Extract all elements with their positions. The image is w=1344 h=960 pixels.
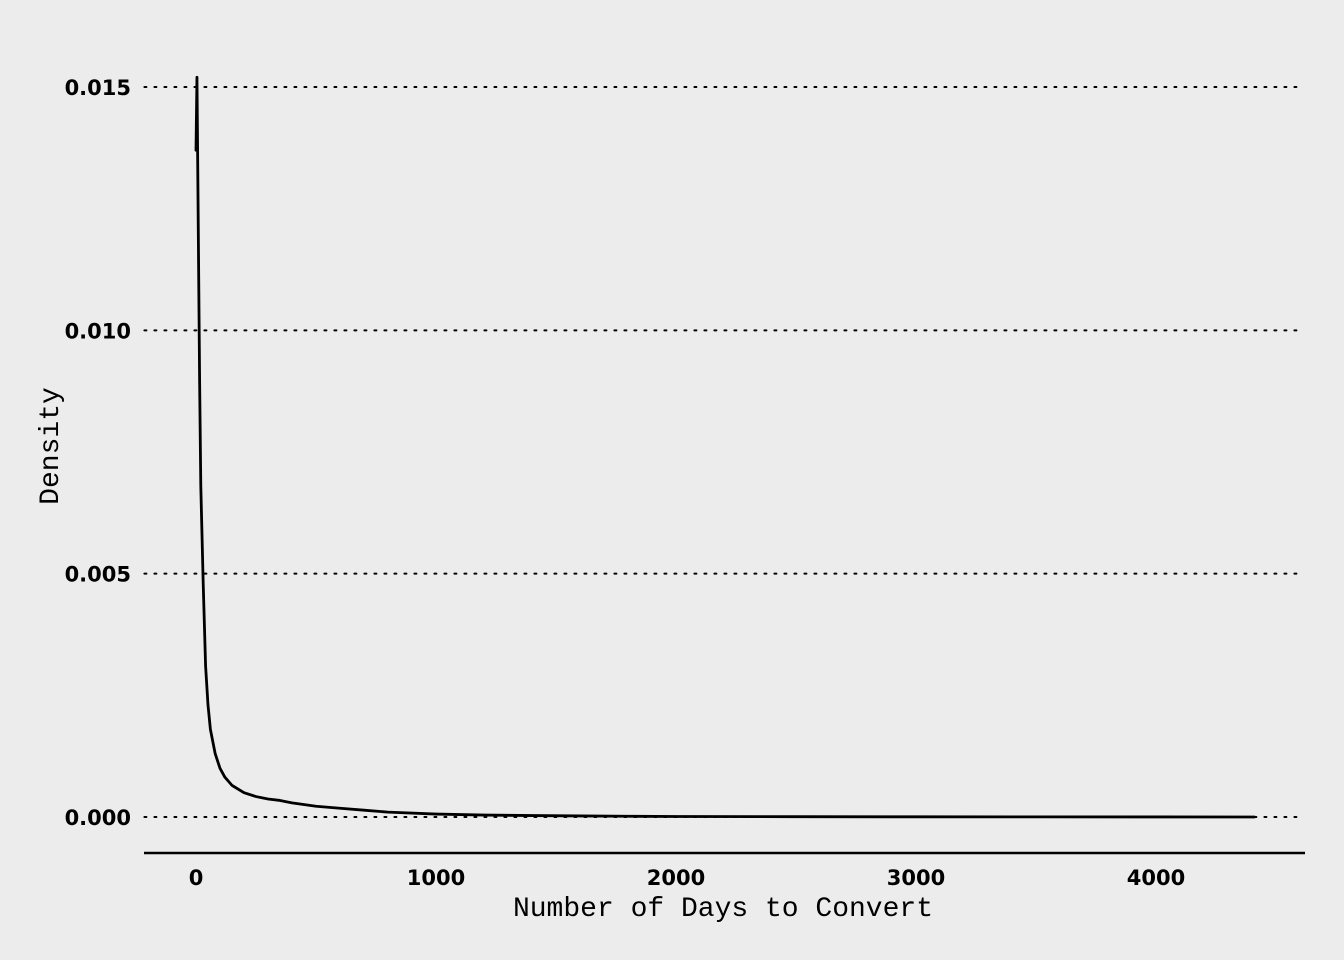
y-tick-label: 0.015: [65, 76, 131, 100]
x-axis-title: Number of Days to Convert: [513, 894, 933, 925]
x-tick-label: 2000: [647, 866, 705, 890]
x-tick-label: 0: [189, 866, 204, 890]
y-tick-label: 0.000: [65, 806, 131, 830]
y-axis-title: Density: [36, 387, 67, 505]
y-axis-ticks: 0.000 0.005 0.010 0.015: [65, 76, 131, 830]
x-axis-ticks: 0 1000 2000 3000 4000: [189, 866, 1186, 890]
density-series-line: [194, 75, 1256, 819]
x-tick-label: 1000: [407, 866, 465, 890]
x-tick-label: 4000: [1127, 866, 1185, 890]
y-tick-label: 0.010: [65, 319, 131, 343]
gridlines: [143, 86, 1301, 818]
x-tick-label: 3000: [887, 866, 945, 890]
y-tick-label: 0.005: [65, 563, 131, 587]
